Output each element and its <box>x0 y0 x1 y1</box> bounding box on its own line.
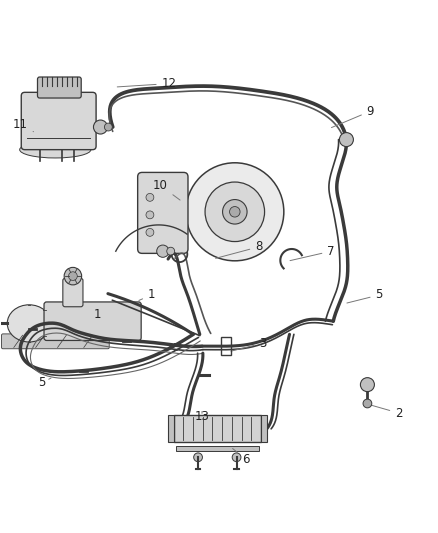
Circle shape <box>146 229 153 236</box>
Bar <box>261 415 266 442</box>
Bar <box>168 415 173 442</box>
Ellipse shape <box>20 141 91 158</box>
FancyBboxPatch shape <box>21 92 96 150</box>
Text: 7: 7 <box>290 245 334 261</box>
Circle shape <box>93 120 107 134</box>
Circle shape <box>104 123 112 131</box>
Circle shape <box>185 163 283 261</box>
Circle shape <box>64 268 81 285</box>
Bar <box>175 446 258 451</box>
FancyBboxPatch shape <box>63 278 83 307</box>
Bar <box>220 337 231 355</box>
FancyBboxPatch shape <box>37 77 81 98</box>
Circle shape <box>360 378 374 392</box>
Text: 11: 11 <box>13 118 33 132</box>
Text: 6: 6 <box>232 449 249 465</box>
Circle shape <box>68 272 77 280</box>
Text: 9: 9 <box>331 104 373 127</box>
Circle shape <box>193 453 202 462</box>
Circle shape <box>205 182 264 241</box>
Circle shape <box>146 193 153 201</box>
FancyBboxPatch shape <box>138 172 187 253</box>
Text: 5: 5 <box>346 288 382 303</box>
Circle shape <box>156 245 169 257</box>
Ellipse shape <box>7 305 51 342</box>
Circle shape <box>166 247 174 255</box>
Text: 10: 10 <box>152 179 180 200</box>
Bar <box>173 415 261 442</box>
Text: 3: 3 <box>230 336 266 351</box>
Text: 1: 1 <box>138 288 155 302</box>
Circle shape <box>229 207 240 217</box>
FancyBboxPatch shape <box>2 334 109 349</box>
Text: 12: 12 <box>117 77 176 90</box>
Text: 13: 13 <box>194 410 209 423</box>
Text: 8: 8 <box>215 240 262 259</box>
Text: 2: 2 <box>370 405 402 419</box>
Circle shape <box>232 453 240 462</box>
Circle shape <box>362 399 371 408</box>
FancyBboxPatch shape <box>44 302 141 341</box>
Circle shape <box>146 211 153 219</box>
Text: 1: 1 <box>93 308 100 321</box>
Circle shape <box>339 133 353 147</box>
Text: 5: 5 <box>39 376 51 389</box>
Circle shape <box>222 199 247 224</box>
